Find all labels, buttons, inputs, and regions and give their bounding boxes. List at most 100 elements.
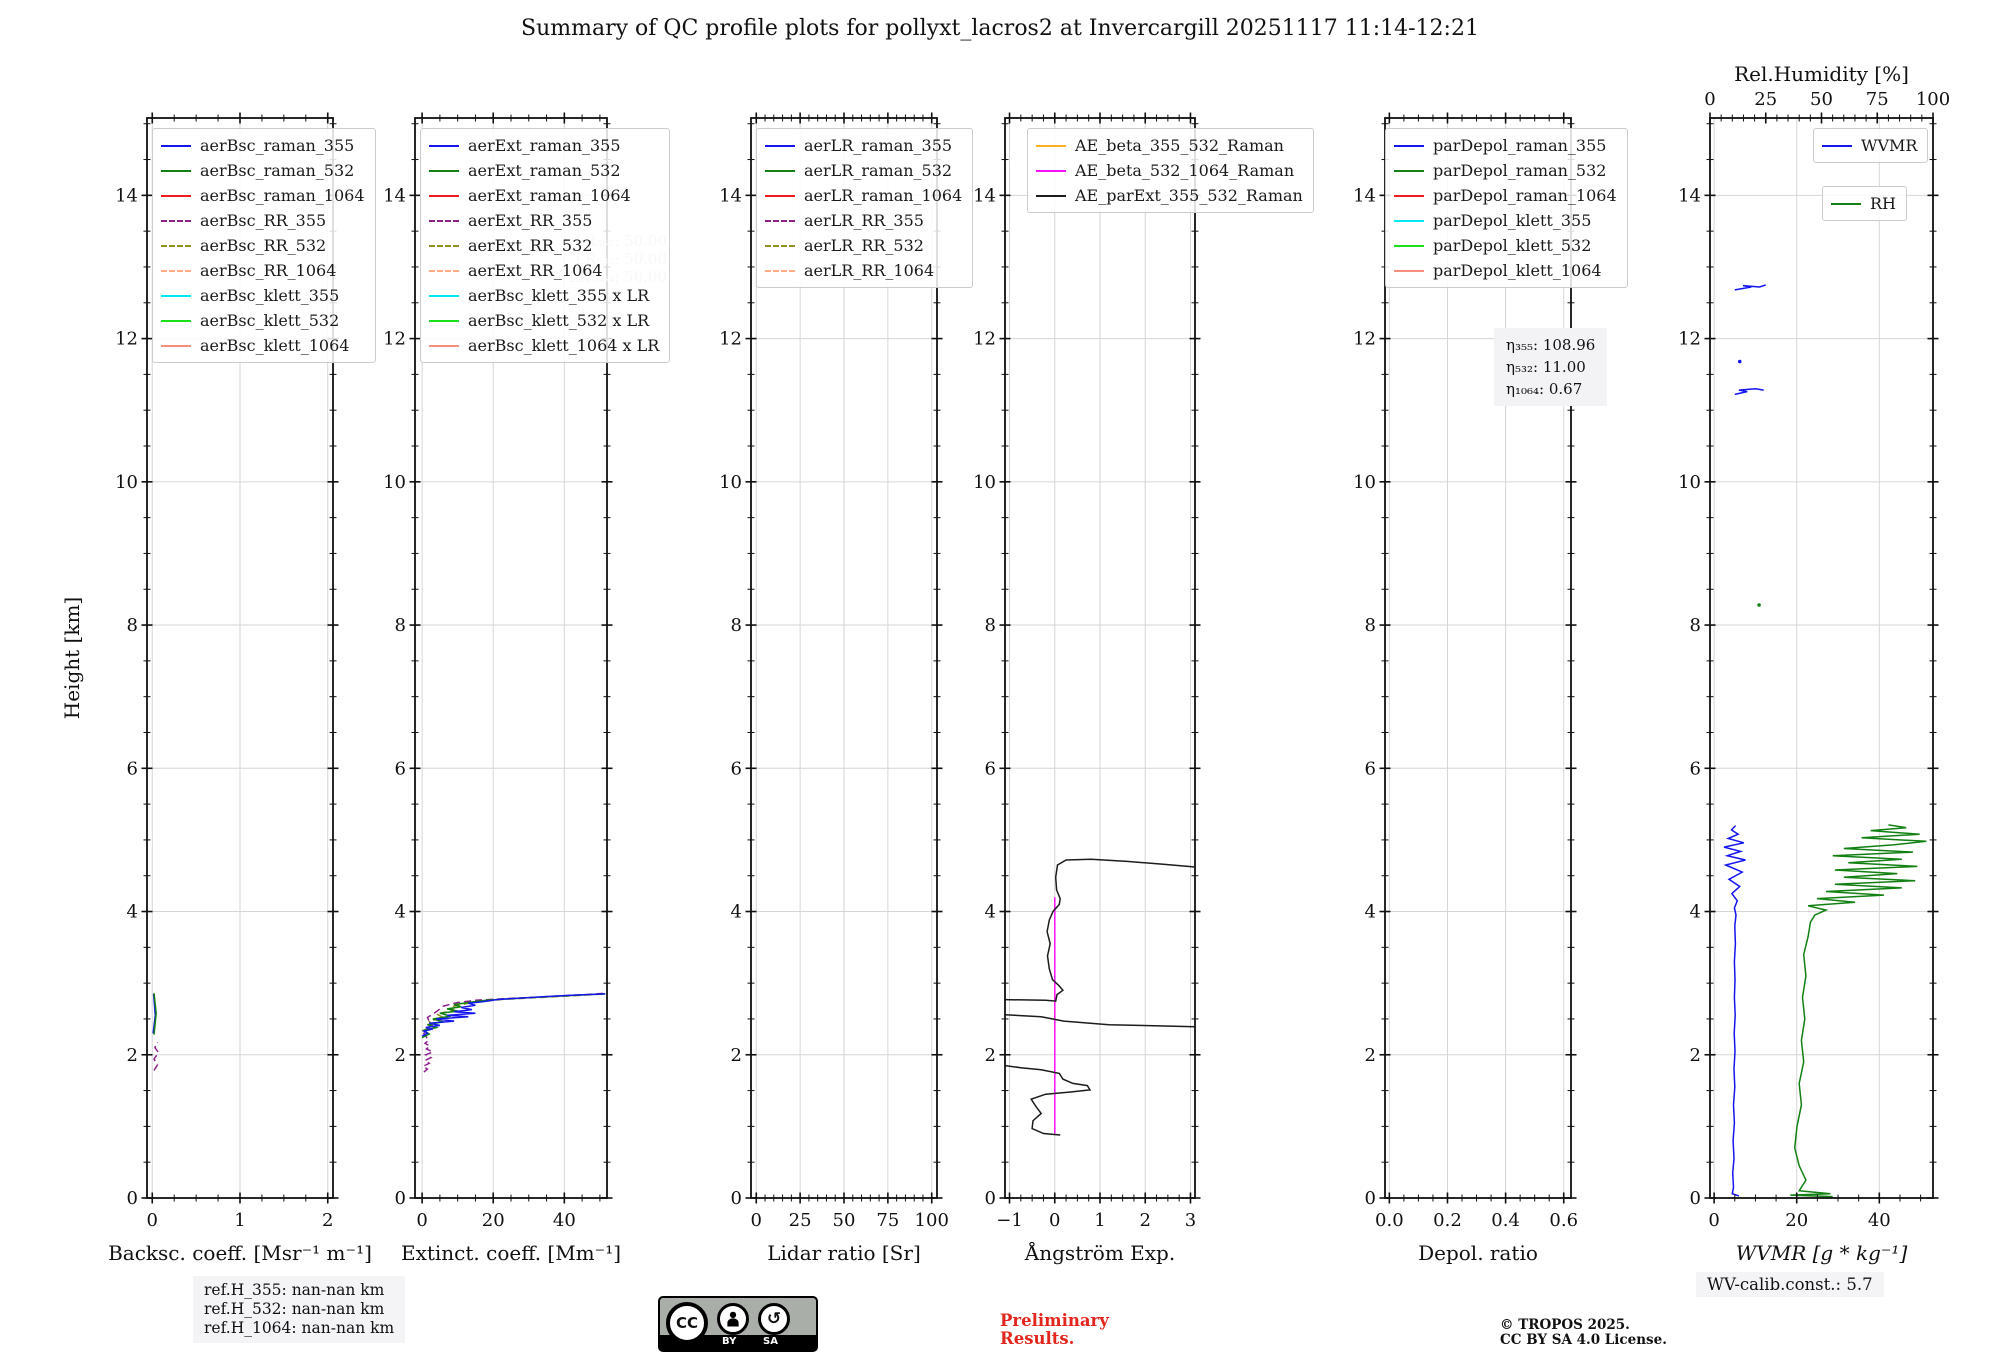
legend-item-label: parDepol_klett_1064 xyxy=(1433,261,1602,280)
series-AE_parExt_355_532_Raman xyxy=(1005,858,1195,1002)
legend-item-label: aerExt_RR_532 xyxy=(468,236,593,255)
y-tick-label: 2 xyxy=(127,1045,138,1066)
y-tick-label: 4 xyxy=(985,902,996,923)
top-tick-label: 0 xyxy=(1704,89,1715,110)
copyright-note: © TROPOS 2025. CC BY SA 4.0 License. xyxy=(1500,1318,1667,1348)
y-tick-label: 0 xyxy=(127,1188,138,1209)
legend-line-swatch xyxy=(161,294,191,297)
series-AE_parExt_355_532_Raman xyxy=(1005,1013,1195,1028)
legend-line-swatch xyxy=(429,144,459,147)
eta-annotation: η₃₅₅: 108.96 η₅₃₂: 11.00 η₁₀₆₄: 0.67 xyxy=(1494,328,1608,406)
series-aerBsc_raman_532 xyxy=(153,993,157,1035)
legend-item: aerExt_raman_355 xyxy=(429,134,659,157)
x-tick-label: 2 xyxy=(322,1210,333,1231)
legend-item: AE_parExt_355_532_Raman xyxy=(1036,184,1303,207)
legend-item-label: aerBsc_RR_355 xyxy=(200,211,327,230)
y-tick-label: 6 xyxy=(1365,758,1376,779)
y-tick-label: 0 xyxy=(985,1188,996,1209)
legend-line-swatch xyxy=(429,244,459,247)
ref-height-line: ref.H_355: nan-nan km xyxy=(204,1281,385,1299)
series-RH xyxy=(1790,824,1927,1198)
legend-item: aerBsc_RR_532 xyxy=(161,234,365,257)
x-tick-label: 0 xyxy=(751,1210,762,1231)
legend-item: aerBsc_RR_355 xyxy=(161,209,365,232)
cc-by-person-icon xyxy=(717,1303,749,1335)
eta-line: η₁₀₆₄: 0.67 xyxy=(1506,380,1583,398)
legend-item-label: aerBsc_RR_532 xyxy=(200,236,327,255)
legend-item-label: AE_beta_532_1064_Raman xyxy=(1075,161,1295,180)
x-tick-label: 1 xyxy=(1094,1210,1105,1231)
legend-item: WVMR xyxy=(1822,134,1917,157)
legend-line-swatch xyxy=(429,169,459,172)
legend-item-label: aerExt_raman_355 xyxy=(468,136,621,155)
legend-item-label: aerBsc_raman_1064 xyxy=(200,186,365,205)
x-tick-label: 3 xyxy=(1185,1210,1196,1231)
ref-height-line: ref.H_532: nan-nan km xyxy=(204,1300,385,1318)
legend-line-swatch xyxy=(161,319,191,322)
x-tick-label: 100 xyxy=(915,1210,949,1231)
legend-item: aerLR_raman_355 xyxy=(765,134,962,157)
wv-calib-annotation: WV-calib.const.: 5.7 xyxy=(1696,1272,1884,1297)
y-axis-label: Height [km] xyxy=(60,596,84,720)
legend-item: aerBsc_raman_355 xyxy=(161,134,365,157)
legend-line-swatch xyxy=(1036,194,1066,197)
series-WVMR xyxy=(1734,284,1767,291)
legend-line-swatch xyxy=(765,144,795,147)
legend-line-swatch xyxy=(765,194,795,197)
legend-line-swatch xyxy=(429,319,459,322)
legend-line-swatch xyxy=(429,344,459,347)
axes-frame xyxy=(1384,117,1572,1199)
series-aerExt_raman_355 xyxy=(421,993,606,1037)
legend-item: aerLR_RR_532 xyxy=(765,234,962,257)
legend-item: aerLR_raman_1064 xyxy=(765,184,962,207)
legend-item-label: aerExt_RR_1064 xyxy=(468,261,603,280)
legend-item-label: aerExt_raman_532 xyxy=(468,161,621,180)
legend-item-label: aerBsc_raman_355 xyxy=(200,136,355,155)
y-tick-label: 8 xyxy=(731,615,742,636)
y-tick-label: 2 xyxy=(1365,1045,1376,1066)
y-tick-label: 4 xyxy=(395,902,406,923)
x-axis-label-wvmr: WVMR [g * kg⁻¹] xyxy=(1736,1241,1908,1265)
x-tick-label: 40 xyxy=(553,1210,576,1231)
y-tick-label: 12 xyxy=(1678,329,1701,350)
legend-item: aerLR_RR_1064 xyxy=(765,259,962,282)
legend-item: aerExt_RR_532 xyxy=(429,234,659,257)
legend-item: aerExt_raman_532 xyxy=(429,159,659,182)
x-tick-label: 75 xyxy=(876,1210,899,1231)
y-tick-label: 8 xyxy=(395,615,406,636)
legend-item: aerBsc_klett_1064 xyxy=(161,334,365,357)
legend-item: RH xyxy=(1831,192,1896,215)
legend-depol: parDepol_raman_355 parDepol_raman_532 parD… xyxy=(1385,128,1628,288)
x-tick-label: 0.6 xyxy=(1549,1210,1578,1231)
series-dot-WVMR xyxy=(1737,359,1742,364)
y-tick-label: 0 xyxy=(731,1188,742,1209)
legend-line-swatch xyxy=(1831,202,1861,205)
legend-item: parDepol_klett_532 xyxy=(1394,234,1617,257)
legend-item-label: parDepol_klett_355 xyxy=(1433,211,1592,230)
y-tick-label: 10 xyxy=(719,472,742,493)
legend-item-label: aerLR_raman_1064 xyxy=(804,186,963,205)
cc-sa-arrow-icon: ↺ xyxy=(758,1303,790,1335)
x-axis-label-lr: Lidar ratio [Sr] xyxy=(767,1241,921,1265)
x-tick-label: 0 xyxy=(1049,1210,1060,1231)
series-AE_parExt_355_532_Raman xyxy=(1005,1064,1092,1136)
legend-line-swatch xyxy=(161,344,191,347)
copyright-line: CC BY SA 4.0 License. xyxy=(1500,1332,1667,1348)
legend-item: aerLR_RR_355 xyxy=(765,209,962,232)
legend-item-label: WVMR xyxy=(1861,136,1918,155)
legend-item: parDepol_raman_1064 xyxy=(1394,184,1617,207)
y-tick-label: 14 xyxy=(1353,185,1376,206)
legend-line-swatch xyxy=(765,169,795,172)
y-tick-label: 12 xyxy=(973,329,996,350)
legend-item-label: aerLR_raman_532 xyxy=(804,161,953,180)
y-tick-label: 8 xyxy=(1690,615,1701,636)
legend-line-swatch xyxy=(1036,144,1066,147)
legend-line-swatch xyxy=(1394,219,1424,222)
legend-lr: aerLR_raman_355 aerLR_raman_532 aerLR_rama… xyxy=(756,128,974,288)
legend-item-label: parDepol_raman_1064 xyxy=(1433,186,1617,205)
axes-frame xyxy=(1709,117,1934,1199)
x-tick-label: 25 xyxy=(789,1210,812,1231)
top-tick-label: 100 xyxy=(1916,89,1950,110)
